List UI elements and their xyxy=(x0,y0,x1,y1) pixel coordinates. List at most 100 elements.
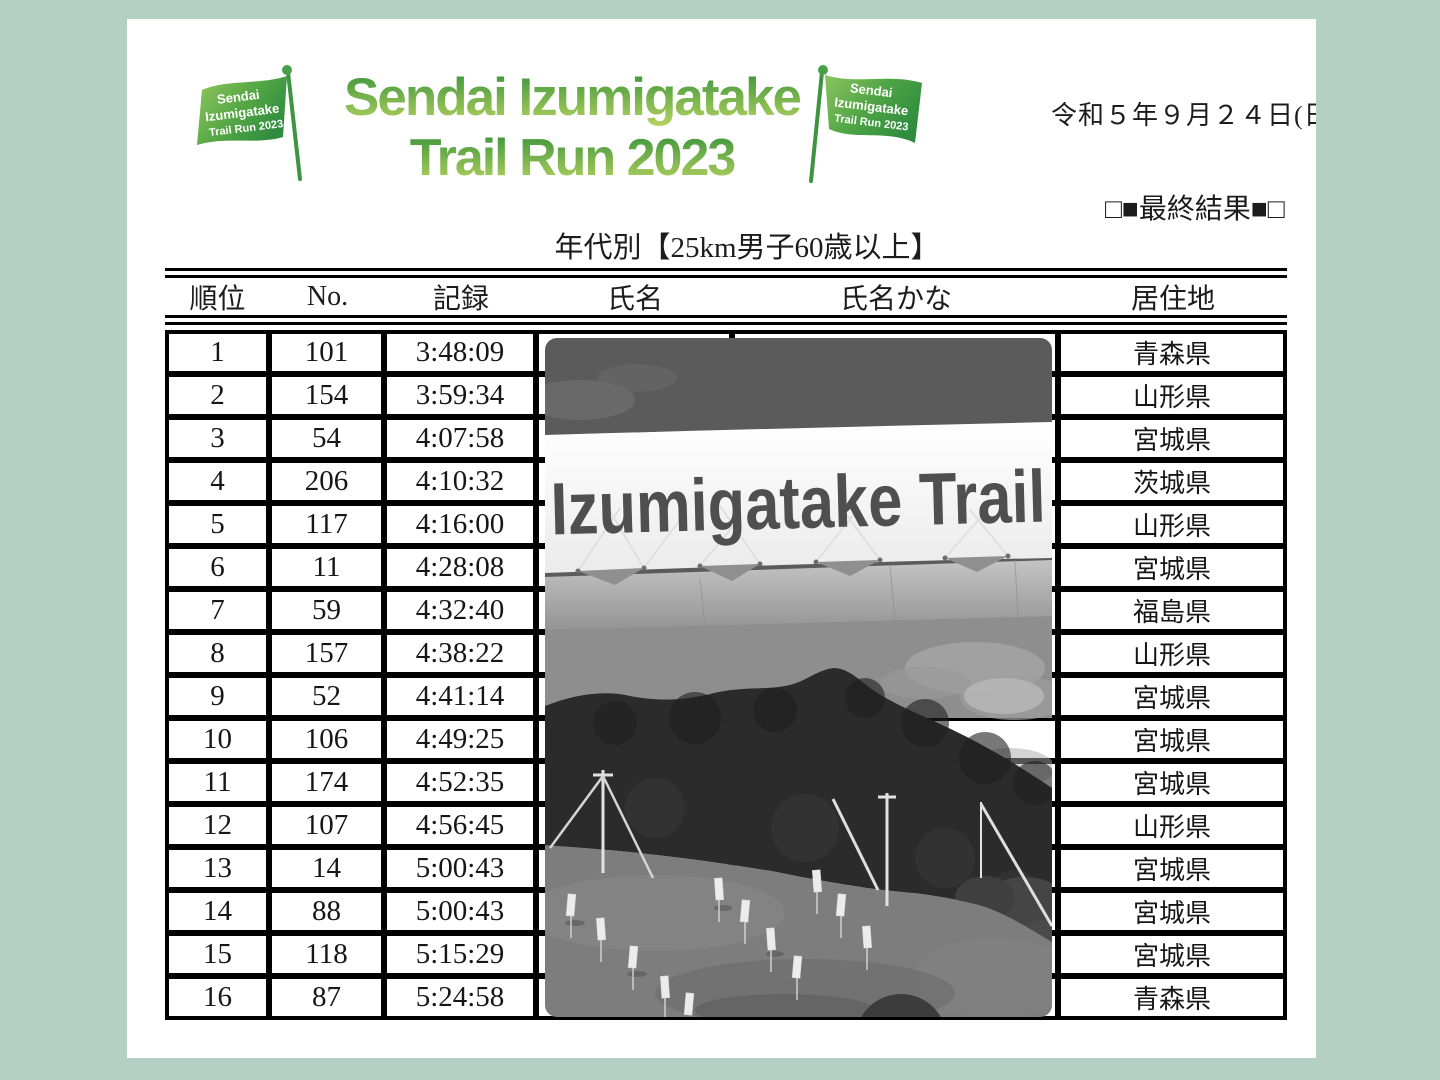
rank-cell: 11 xyxy=(167,762,268,803)
time-cell: 5:00:43 xyxy=(385,891,535,932)
bib-number-cell: 107 xyxy=(270,805,383,846)
flag-text-line1: Sendai xyxy=(216,87,260,107)
category-title: 年代別【25km男子60歳以上】 xyxy=(554,232,940,264)
flag-pole xyxy=(809,70,824,183)
event-date: 令和５年９月２４日(日 xyxy=(1051,101,1316,130)
bib-number-cell: 154 xyxy=(270,375,383,416)
rank-cell: 13 xyxy=(167,848,268,889)
rank-cell: 16 xyxy=(167,977,268,1018)
time-cell: 4:16:00 xyxy=(385,504,535,545)
rank-cell: 10 xyxy=(167,719,268,760)
logo-title-line1: Sendai Izumigatake xyxy=(317,67,827,129)
rank-cell: 15 xyxy=(167,934,268,975)
time-cell: 3:48:09 xyxy=(385,332,535,373)
bib-number-cell: 106 xyxy=(270,719,383,760)
time-cell: 4:41:14 xyxy=(385,676,535,717)
col-header-time: 記録 xyxy=(432,283,489,315)
bib-number-cell: 52 xyxy=(270,676,383,717)
time-cell: 5:15:29 xyxy=(385,934,535,975)
logo-title-line2: Trail Run 2023 xyxy=(317,129,827,187)
rank-cell: 14 xyxy=(167,891,268,932)
residence-cell: 宮城県 xyxy=(1059,848,1285,889)
logo-flag-left-icon: Sendai Izumigatake Trail Run 2023 xyxy=(197,65,302,181)
rank-cell: 8 xyxy=(167,633,268,674)
residence-cell: 青森県 xyxy=(1059,977,1285,1018)
photo-arch-band xyxy=(545,559,1052,630)
residence-cell: 茨城県 xyxy=(1059,461,1285,502)
rank-cell: 4 xyxy=(167,461,268,502)
final-result-label: □■最終結果■□ xyxy=(1105,194,1285,225)
flag-text-line1: Sendai xyxy=(849,80,893,100)
bib-number-cell: 54 xyxy=(270,418,383,459)
logo-flag-right-icon: Sendai Izumigatake Trail Run 2023 xyxy=(809,65,922,183)
bib-number-cell: 88 xyxy=(270,891,383,932)
header-rule-bottom xyxy=(165,315,1287,325)
photo-spectator-head xyxy=(861,994,941,1017)
bib-number-cell: 206 xyxy=(270,461,383,502)
time-cell: 4:32:40 xyxy=(385,590,535,631)
col-header-no: No. xyxy=(306,280,349,312)
course-photo: Izumigatake Trail xyxy=(545,338,1052,1017)
residence-cell: 宮城県 xyxy=(1059,418,1285,459)
bib-number-cell: 59 xyxy=(270,590,383,631)
col-header-name: 氏名 xyxy=(606,283,663,315)
bib-number-cell: 157 xyxy=(270,633,383,674)
bib-number-cell: 87 xyxy=(270,977,383,1018)
col-header-residence: 居住地 xyxy=(1130,283,1215,315)
flag-cloth xyxy=(825,75,922,143)
rank-cell: 5 xyxy=(167,504,268,545)
photo-lift-poles xyxy=(548,770,1052,927)
time-cell: 4:52:35 xyxy=(385,762,535,803)
rank-cell: 1 xyxy=(167,332,268,373)
time-cell: 4:38:22 xyxy=(385,633,535,674)
time-cell: 4:28:08 xyxy=(385,547,535,588)
residence-cell: 宮城県 xyxy=(1059,719,1285,760)
header-rule-top xyxy=(165,268,1287,278)
time-cell: 4:49:25 xyxy=(385,719,535,760)
rank-cell: 3 xyxy=(167,418,268,459)
event-logo: Sendai Izumigatake Trail Run 2023 Sendai… xyxy=(167,39,987,219)
flag-cloth xyxy=(197,76,287,145)
document-page: Sendai Izumigatake Trail Run 2023 Sendai… xyxy=(127,19,1316,1058)
bib-number-cell: 174 xyxy=(270,762,383,803)
col-header-rank: 順位 xyxy=(189,283,246,315)
photo-banner-text: Izumigatake Trail xyxy=(550,455,1047,551)
residence-cell: 青森県 xyxy=(1059,332,1285,373)
bib-number-cell: 11 xyxy=(270,547,383,588)
residence-cell: 宮城県 xyxy=(1059,676,1285,717)
rank-cell: 7 xyxy=(167,590,268,631)
residence-cell: 宮城県 xyxy=(1059,762,1285,803)
residence-cell: 山形県 xyxy=(1059,633,1285,674)
bib-number-cell: 118 xyxy=(270,934,383,975)
residence-cell: 宮城県 xyxy=(1059,547,1285,588)
residence-cell: 山形県 xyxy=(1059,375,1285,416)
bib-number-cell: 101 xyxy=(270,332,383,373)
col-header-kana: 氏名かな xyxy=(839,283,952,315)
time-cell: 3:59:34 xyxy=(385,375,535,416)
rank-cell: 9 xyxy=(167,676,268,717)
rank-cell: 12 xyxy=(167,805,268,846)
rank-cell: 2 xyxy=(167,375,268,416)
logo-title: Sendai Izumigatake Trail Run 2023 xyxy=(317,67,827,187)
flag-pole xyxy=(286,70,302,181)
time-cell: 5:24:58 xyxy=(385,977,535,1018)
column-headers: 順位 No. 記録 氏名 氏名かな 居住地 xyxy=(165,278,1287,315)
photo-banner: Izumigatake Trail xyxy=(545,422,1052,585)
residence-cell: 山形県 xyxy=(1059,504,1285,545)
residence-cell: 山形県 xyxy=(1059,805,1285,846)
flag-pole-knob xyxy=(818,65,828,75)
residence-cell: 宮城県 xyxy=(1059,891,1285,932)
flag-pole-knob xyxy=(282,65,292,75)
time-cell: 5:00:43 xyxy=(385,848,535,889)
photo-course-flags xyxy=(565,869,873,1017)
time-cell: 4:56:45 xyxy=(385,805,535,846)
time-cell: 4:10:32 xyxy=(385,461,535,502)
bib-number-cell: 14 xyxy=(270,848,383,889)
bib-number-cell: 117 xyxy=(270,504,383,545)
time-cell: 4:07:58 xyxy=(385,418,535,459)
residence-cell: 宮城県 xyxy=(1059,934,1285,975)
photo-forest xyxy=(545,668,1052,976)
residence-cell: 福島県 xyxy=(1059,590,1285,631)
rank-cell: 6 xyxy=(167,547,268,588)
